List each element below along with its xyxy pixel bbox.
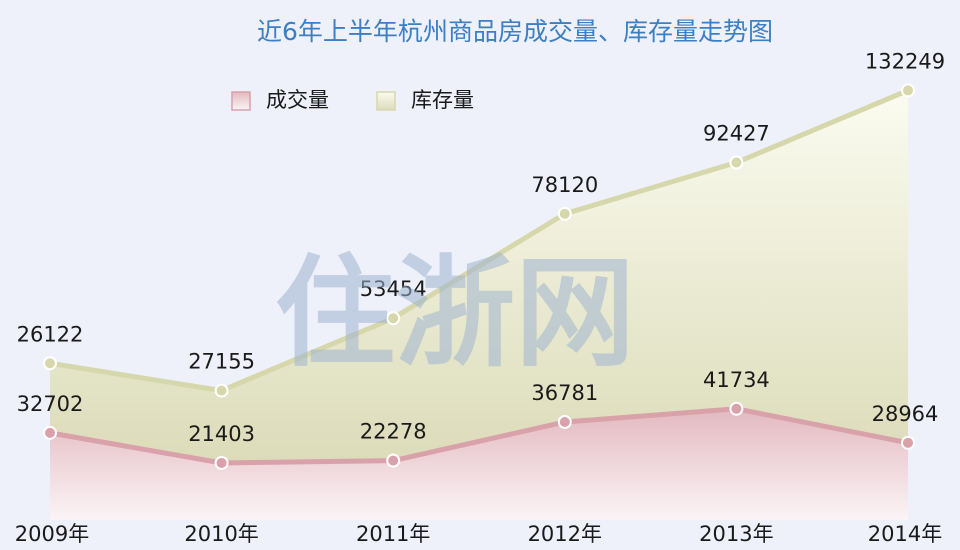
data-label: 132249 (865, 49, 945, 73)
data-label: 32702 (17, 392, 84, 416)
data-label: 26122 (17, 322, 84, 346)
data-label: 78120 (531, 173, 598, 197)
data-point (729, 155, 744, 170)
watermark: 住浙网 (275, 245, 635, 384)
data-point (214, 455, 229, 470)
legend-label: 库存量 (411, 88, 474, 112)
data-label: 21403 (188, 422, 255, 446)
data-point (43, 425, 57, 440)
data-point (386, 453, 401, 468)
plot: 32702 21403 22278 36781 41734 28964 26122 27155… (17, 49, 945, 520)
series-line (49, 406, 909, 466)
data-point (557, 206, 572, 221)
x-tick-label: 2010年 (184, 522, 258, 546)
data-point (901, 435, 915, 450)
legend-swatch (231, 91, 251, 111)
data-label: 92427 (703, 122, 770, 146)
data-point (386, 311, 401, 326)
x-tick-label: 2013年 (699, 522, 773, 546)
x-tick-label: 2011年 (356, 522, 430, 546)
data-label: 41734 (703, 368, 770, 392)
data-label: 22278 (360, 420, 427, 444)
x-tick-label: 2009年 (15, 522, 89, 546)
data-point (729, 401, 744, 416)
data-point (901, 83, 915, 98)
data-label: 36781 (531, 381, 598, 405)
data-point (557, 414, 572, 429)
series-line (49, 88, 909, 394)
legend-label: 成交量 (266, 88, 329, 112)
x-tick-label: 2014年 (868, 522, 942, 546)
area-fill (50, 90, 908, 463)
data-point (43, 356, 57, 371)
data-label: 27155 (188, 350, 255, 374)
data-point (214, 383, 229, 398)
x-tick-label: 2012年 (528, 522, 602, 546)
legend-swatch (376, 91, 396, 111)
data-label: 53454 (360, 277, 427, 301)
data-label: 28964 (872, 402, 939, 426)
chart-title: 近6年上半年杭州商品房成交量、库存量走势图 (257, 17, 773, 46)
area-fill (50, 408, 908, 520)
